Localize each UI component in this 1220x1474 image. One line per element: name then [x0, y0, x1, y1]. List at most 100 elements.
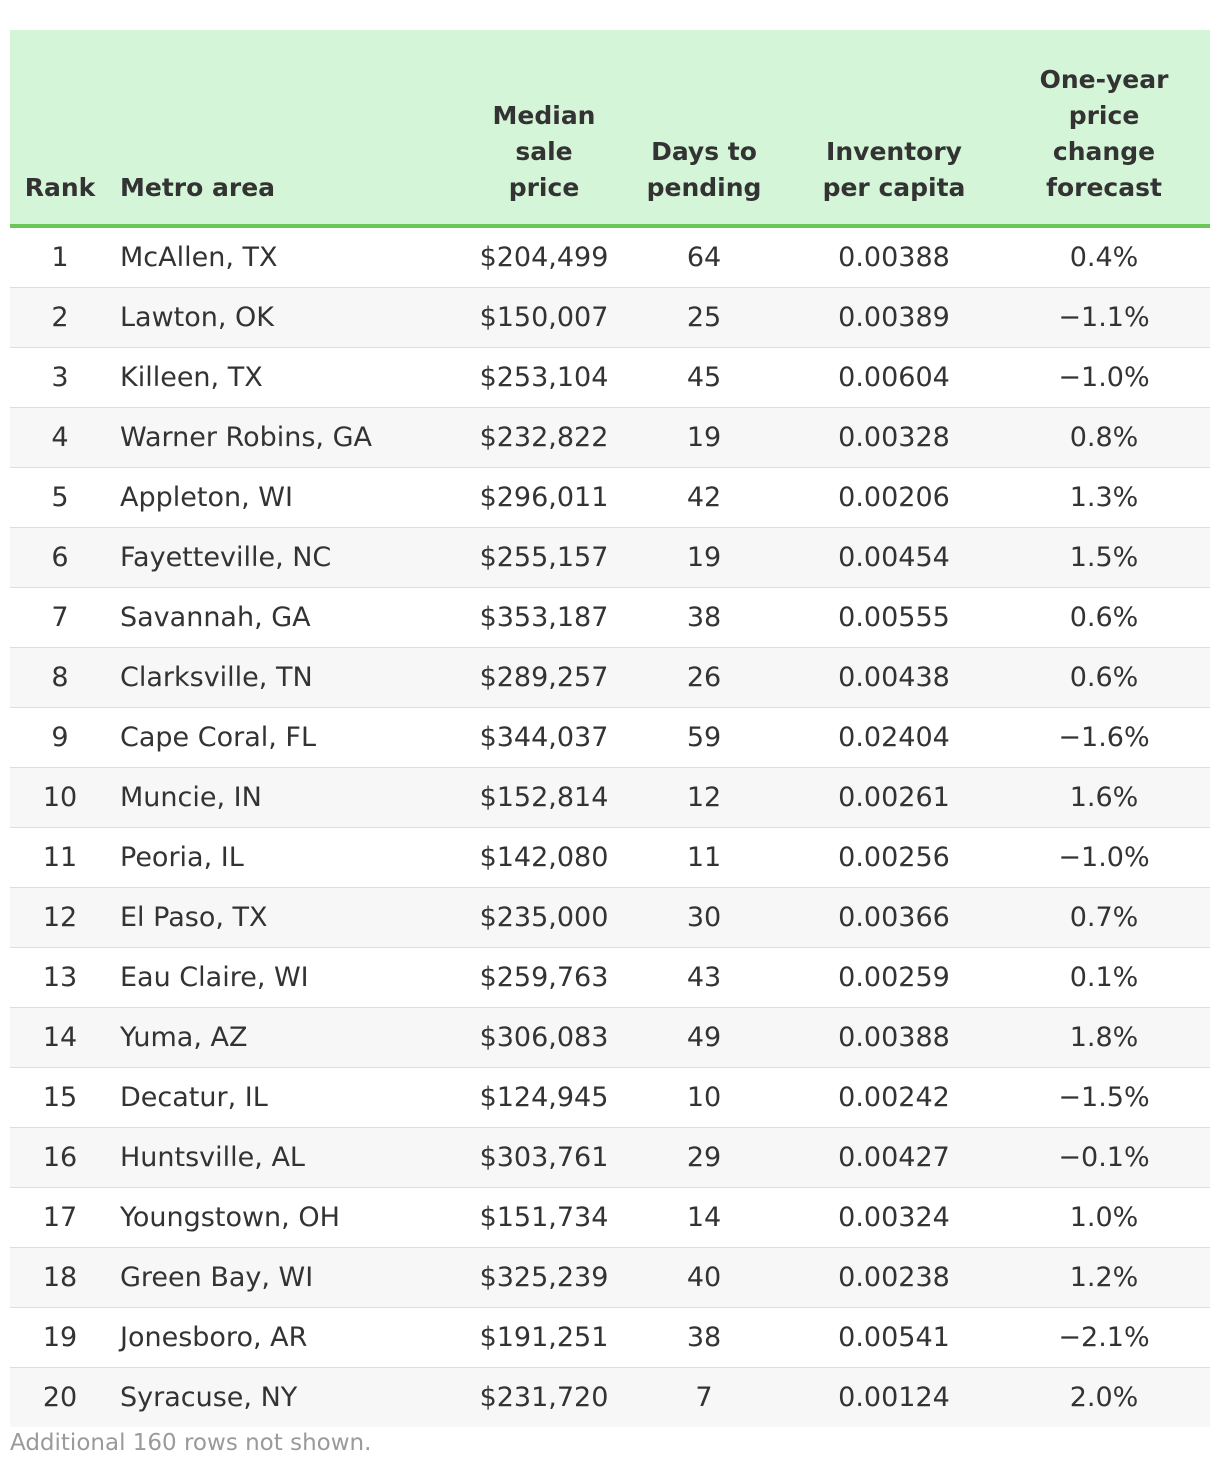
cell-inventory-per-capita: 0.00388	[790, 226, 998, 288]
cell-price-change-forecast: 0.4%	[998, 226, 1210, 288]
table-body: 1 McAllen, TX $204,499 64 0.00388 0.4% 2 Lawton…	[10, 226, 1210, 1427]
cell-rank: 8	[10, 648, 110, 708]
table-row: 14 Yuma, AZ $306,083 49 0.00388 1.8%	[10, 1008, 1210, 1068]
header-rank[interactable]: Rank	[10, 30, 110, 226]
cell-median-sale-price: $204,499	[470, 226, 618, 288]
cell-price-change-forecast: 0.7%	[998, 888, 1210, 948]
cell-days-to-pending: 19	[618, 528, 790, 588]
cell-inventory-per-capita: 0.00124	[790, 1368, 998, 1428]
cell-metro-area: Jonesboro, AR	[110, 1308, 470, 1368]
header-inventory-line: per capita	[790, 170, 998, 206]
cell-price-change-forecast: −1.0%	[998, 828, 1210, 888]
footer-note: Additional 160 rows not shown.	[10, 1430, 371, 1456]
cell-metro-area: Syracuse, NY	[110, 1368, 470, 1428]
cell-inventory-per-capita: 0.00438	[790, 648, 998, 708]
cell-inventory-per-capita: 0.00238	[790, 1248, 998, 1308]
cell-inventory-per-capita: 0.00541	[790, 1308, 998, 1368]
table-row: 16 Huntsville, AL $303,761 29 0.00427 −0.1%	[10, 1128, 1210, 1188]
cell-days-to-pending: 38	[618, 1308, 790, 1368]
cell-inventory-per-capita: 0.00454	[790, 528, 998, 588]
cell-inventory-per-capita: 0.00389	[790, 288, 998, 348]
cell-inventory-per-capita: 0.00604	[790, 348, 998, 408]
header-days-line: pending	[618, 170, 790, 206]
cell-metro-area: Lawton, OK	[110, 288, 470, 348]
cell-price-change-forecast: −2.1%	[998, 1308, 1210, 1368]
cell-price-change-forecast: 1.8%	[998, 1008, 1210, 1068]
cell-rank: 11	[10, 828, 110, 888]
cell-median-sale-price: $289,257	[470, 648, 618, 708]
cell-median-sale-price: $353,187	[470, 588, 618, 648]
cell-days-to-pending: 19	[618, 408, 790, 468]
cell-days-to-pending: 30	[618, 888, 790, 948]
cell-rank: 4	[10, 408, 110, 468]
cell-median-sale-price: $306,083	[470, 1008, 618, 1068]
table-row: 19 Jonesboro, AR $191,251 38 0.00541 −2.1%	[10, 1308, 1210, 1368]
header-forecast-line: price	[998, 98, 1210, 134]
cell-days-to-pending: 59	[618, 708, 790, 768]
table-row: 9 Cape Coral, FL $344,037 59 0.02404 −1.6%	[10, 708, 1210, 768]
header-inventory-per-capita[interactable]: Inventory per capita	[790, 30, 998, 226]
cell-median-sale-price: $151,734	[470, 1188, 618, 1248]
cell-median-sale-price: $303,761	[470, 1128, 618, 1188]
cell-metro-area: Appleton, WI	[110, 468, 470, 528]
cell-price-change-forecast: −0.1%	[998, 1128, 1210, 1188]
cell-price-change-forecast: −1.0%	[998, 348, 1210, 408]
cell-price-change-forecast: 1.0%	[998, 1188, 1210, 1248]
cell-days-to-pending: 10	[618, 1068, 790, 1128]
table-row: 15 Decatur, IL $124,945 10 0.00242 −1.5%	[10, 1068, 1210, 1128]
cell-rank: 16	[10, 1128, 110, 1188]
cell-metro-area: Savannah, GA	[110, 588, 470, 648]
table-header: Rank Metro area Median sale price Days t…	[10, 30, 1210, 226]
cell-rank: 10	[10, 768, 110, 828]
cell-rank: 1	[10, 226, 110, 288]
header-metro-area[interactable]: Metro area	[110, 30, 470, 226]
cell-metro-area: Muncie, IN	[110, 768, 470, 828]
table-row: 13 Eau Claire, WI $259,763 43 0.00259 0.1%	[10, 948, 1210, 1008]
cell-price-change-forecast: 0.1%	[998, 948, 1210, 1008]
cell-median-sale-price: $124,945	[470, 1068, 618, 1128]
cell-days-to-pending: 49	[618, 1008, 790, 1068]
header-days-to-pending[interactable]: Days to pending	[618, 30, 790, 226]
cell-inventory-per-capita: 0.00242	[790, 1068, 998, 1128]
cell-rank: 20	[10, 1368, 110, 1428]
cell-rank: 13	[10, 948, 110, 1008]
cell-median-sale-price: $259,763	[470, 948, 618, 1008]
table-row: 11 Peoria, IL $142,080 11 0.00256 −1.0%	[10, 828, 1210, 888]
table-row: 8 Clarksville, TN $289,257 26 0.00438 0.6%	[10, 648, 1210, 708]
cell-rank: 15	[10, 1068, 110, 1128]
cell-median-sale-price: $191,251	[470, 1308, 618, 1368]
cell-rank: 12	[10, 888, 110, 948]
cell-median-sale-price: $142,080	[470, 828, 618, 888]
cell-days-to-pending: 42	[618, 468, 790, 528]
table-row: 10 Muncie, IN $152,814 12 0.00261 1.6%	[10, 768, 1210, 828]
header-metro-label: Metro area	[120, 170, 470, 206]
cell-metro-area: Killeen, TX	[110, 348, 470, 408]
cell-rank: 7	[10, 588, 110, 648]
table-row: 20 Syracuse, NY $231,720 7 0.00124 2.0%	[10, 1368, 1210, 1428]
cell-rank: 9	[10, 708, 110, 768]
cell-price-change-forecast: 1.2%	[998, 1248, 1210, 1308]
metro-ranking-table: Rank Metro area Median sale price Days t…	[10, 30, 1210, 1427]
cell-median-sale-price: $344,037	[470, 708, 618, 768]
header-forecast-line: One-year	[998, 62, 1210, 98]
header-price-change-forecast[interactable]: One-year price change forecast	[998, 30, 1210, 226]
header-rank-label: Rank	[10, 170, 110, 206]
cell-price-change-forecast: −1.6%	[998, 708, 1210, 768]
cell-price-change-forecast: 1.3%	[998, 468, 1210, 528]
cell-median-sale-price: $296,011	[470, 468, 618, 528]
cell-inventory-per-capita: 0.02404	[790, 708, 998, 768]
header-days-line: Days to	[618, 134, 790, 170]
header-median-sale-price[interactable]: Median sale price	[470, 30, 618, 226]
cell-days-to-pending: 11	[618, 828, 790, 888]
cell-price-change-forecast: −1.1%	[998, 288, 1210, 348]
cell-inventory-per-capita: 0.00555	[790, 588, 998, 648]
cell-inventory-per-capita: 0.00324	[790, 1188, 998, 1248]
cell-rank: 6	[10, 528, 110, 588]
cell-metro-area: Cape Coral, FL	[110, 708, 470, 768]
cell-price-change-forecast: 0.8%	[998, 408, 1210, 468]
cell-days-to-pending: 29	[618, 1128, 790, 1188]
cell-inventory-per-capita: 0.00427	[790, 1128, 998, 1188]
table-row: 1 McAllen, TX $204,499 64 0.00388 0.4%	[10, 226, 1210, 288]
cell-metro-area: El Paso, TX	[110, 888, 470, 948]
table-row: 5 Appleton, WI $296,011 42 0.00206 1.3%	[10, 468, 1210, 528]
